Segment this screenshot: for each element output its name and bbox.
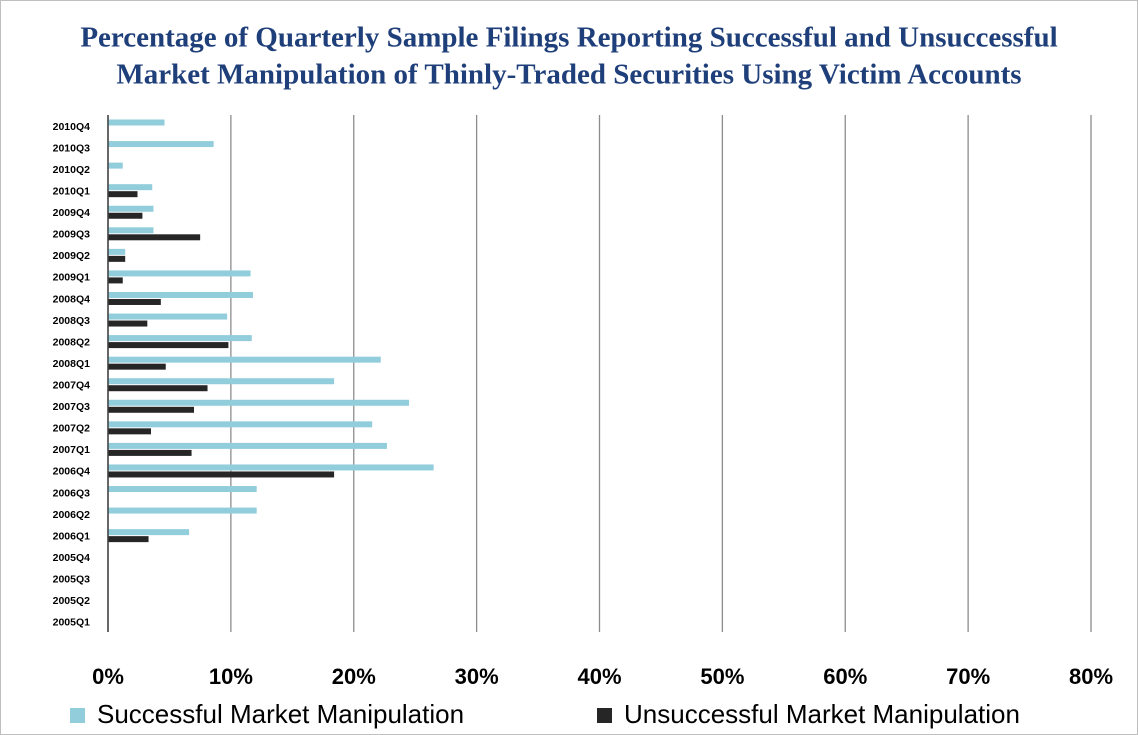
chart-title: Percentage of Quarterly Sample Filings R… [80,22,1057,54]
bar [108,421,373,428]
bar [108,342,229,349]
bar [108,335,252,342]
bar [108,356,381,363]
bar [108,184,153,191]
bar [108,298,161,305]
bar [108,212,143,219]
y-tick-label: 2007Q3 [53,401,91,413]
legend-swatch [597,708,612,723]
bar [108,277,123,284]
bar [108,507,257,514]
x-tick-label: 20% [332,664,376,689]
y-tick-label: 2010Q3 [53,142,91,154]
bar [108,536,149,543]
bar [108,162,123,169]
bar [108,141,214,148]
y-tick-label: 2009Q2 [53,250,91,262]
bar [108,406,195,413]
bar [108,119,165,126]
bar [108,227,154,234]
y-tick-label: 2008Q3 [53,315,91,327]
bar [108,529,190,536]
y-tick-label: 2007Q1 [53,444,91,456]
y-tick-label: 2006Q3 [53,487,91,499]
y-tick-label: 2008Q4 [53,293,91,305]
y-tick-label: 2006Q2 [53,509,91,521]
x-tick-label: 70% [946,664,990,689]
x-tick-label: 0% [92,664,124,689]
bar [108,385,208,392]
bar [108,270,251,277]
y-tick-label: 2005Q2 [53,595,91,607]
x-tick-label: 60% [823,664,867,689]
y-tick-label: 2006Q4 [53,466,91,478]
y-tick-label: 2005Q3 [53,574,91,586]
bar [108,363,166,370]
legend-label: Successful Market Manipulation [97,699,464,729]
bar [108,291,253,298]
bar [108,464,434,471]
bar [108,486,257,493]
bar [108,449,192,456]
chart-title: Market Manipulation of Thinly-Traded Sec… [116,59,1021,91]
y-tick-label: 2006Q1 [53,530,91,542]
bar [108,255,126,262]
y-tick-label: 2009Q3 [53,229,91,241]
y-tick-label: 2007Q2 [53,423,91,435]
bar [108,378,335,385]
bar [108,442,387,449]
y-tick-label: 2010Q1 [53,185,91,197]
x-tick-label: 10% [209,664,253,689]
y-tick-label: 2010Q2 [53,164,91,176]
bar [108,234,201,241]
y-tick-label: 2005Q4 [53,552,91,564]
legend-label: Unsuccessful Market Manipulation [624,699,1020,729]
bar [108,399,410,406]
bar [108,313,228,320]
bar [108,428,152,435]
x-tick-label: 40% [577,664,621,689]
y-tick-label: 2005Q1 [53,617,91,629]
bar [108,205,154,212]
y-tick-label: 2010Q4 [53,121,91,133]
y-tick-label: 2009Q4 [53,207,91,219]
bar [108,320,148,327]
bar [108,191,138,198]
x-tick-label: 30% [455,664,499,689]
x-tick-label: 50% [700,664,744,689]
bar [108,248,126,255]
bar [108,471,335,478]
y-tick-label: 2007Q4 [53,380,91,392]
y-tick-label: 2009Q1 [53,272,91,284]
y-tick-label: 2008Q2 [53,336,91,348]
x-tick-label: 80% [1069,664,1113,689]
legend-swatch [70,708,85,723]
y-tick-label: 2008Q1 [53,358,91,370]
